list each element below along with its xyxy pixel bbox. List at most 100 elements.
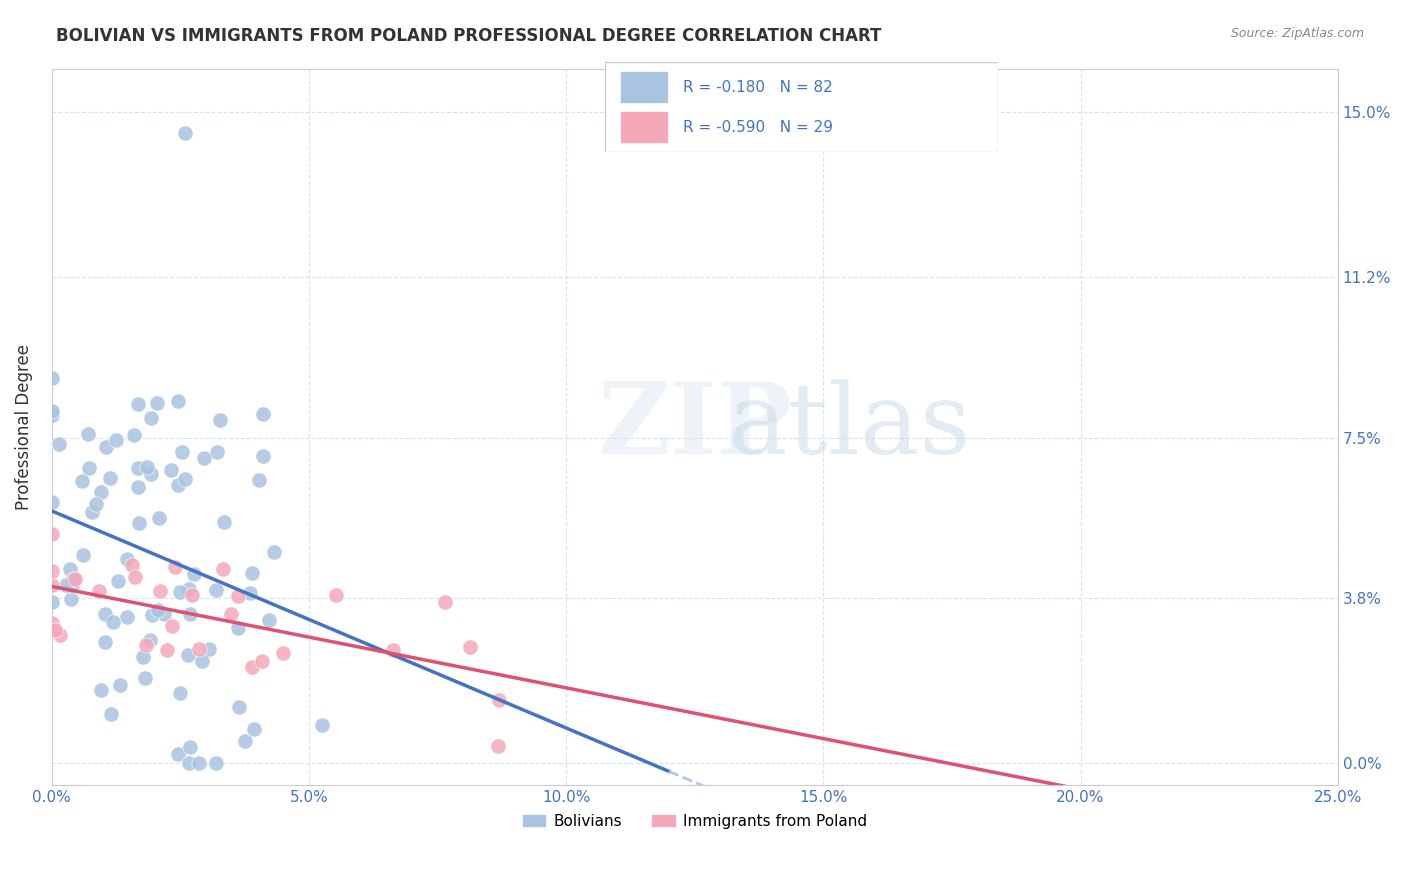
Point [257,613,280,627]
Point [94,441,117,455]
Point [41,404,63,418]
Point [117,609,139,624]
Point [98,470,121,484]
Point [148,511,170,525]
Point [146,396,169,410]
Point [191,654,214,668]
Point [212,562,235,576]
Text: Source: ZipAtlas.com: Source: ZipAtlas.com [1230,27,1364,40]
Point [169,686,191,700]
Point [135,459,157,474]
Point [60,579,83,593]
Point [87,584,110,599]
Point [166,478,188,492]
Point [62,573,84,587]
Point [127,480,149,494]
Point [127,396,149,410]
Text: R = -0.590   N = 29: R = -0.590 N = 29 [683,120,834,135]
Point [41,578,63,592]
Point [105,434,128,448]
Point [107,574,129,588]
Point [205,756,228,771]
Point [55,577,77,591]
Point [156,642,179,657]
Point [77,461,100,475]
Point [162,619,184,633]
Point [122,427,145,442]
Point [41,371,63,385]
Point [41,595,63,609]
Point [132,650,155,665]
Point [90,682,112,697]
Point [187,642,209,657]
Point [205,445,228,459]
Point [134,671,156,685]
Point [121,558,143,573]
Point [41,527,63,541]
Text: BOLIVIAN VS IMMIGRANTS FROM POLAND PROFESSIONAL DEGREE CORRELATION CHART: BOLIVIAN VS IMMIGRANTS FROM POLAND PROFE… [56,27,882,45]
Point [240,660,263,674]
Point [41,409,63,423]
Point [141,607,163,622]
Point [169,585,191,599]
FancyBboxPatch shape [605,62,998,152]
Point [41,615,63,630]
Point [208,413,231,427]
Point [139,411,162,425]
Point [72,548,94,562]
Point [165,560,187,574]
Point [180,588,202,602]
Point [59,562,82,576]
Point [247,474,270,488]
Point [263,545,285,559]
Text: atlas: atlas [728,379,970,475]
Point [77,427,100,442]
Point [80,505,103,519]
Point [146,603,169,617]
Text: ZIP: ZIP [598,378,792,475]
Point [226,621,249,635]
Point [41,564,63,578]
Point [193,450,215,465]
FancyBboxPatch shape [620,71,668,103]
Point [65,572,87,586]
Point [271,646,294,660]
Point [41,495,63,509]
Point [135,638,157,652]
Point [100,707,122,722]
Point [488,692,510,706]
Point [183,566,205,581]
Point [179,607,201,622]
Point [177,756,200,771]
Point [228,700,250,714]
Point [90,484,112,499]
Point [124,570,146,584]
Point [243,723,266,737]
Legend: Bolivians, Immigrants from Poland: Bolivians, Immigrants from Poland [516,807,873,835]
Y-axis label: Professional Degree: Professional Degree [15,343,32,510]
Point [252,449,274,463]
Point [212,515,235,529]
Point [174,472,197,486]
Point [160,463,183,477]
Point [325,588,347,602]
Point [177,648,200,662]
Point [72,474,94,488]
Point [149,584,172,599]
Point [153,607,176,621]
Point [44,623,66,637]
Text: R = -0.180   N = 82: R = -0.180 N = 82 [683,80,834,95]
Point [382,643,405,657]
Point [60,591,83,606]
Point [177,582,200,596]
Point [240,566,263,580]
Point [188,756,211,770]
Point [204,583,226,598]
Point [250,654,273,668]
Point [198,642,221,657]
Point [48,437,70,451]
Point [233,733,256,747]
Point [179,740,201,755]
Point [174,126,197,140]
Point [166,393,188,408]
